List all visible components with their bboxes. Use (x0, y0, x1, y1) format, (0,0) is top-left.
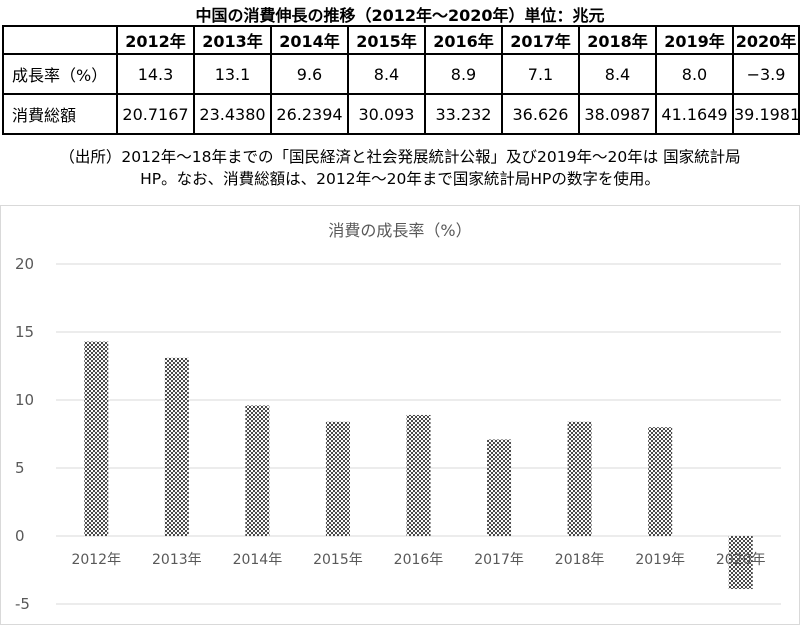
table-cell: −3.9 (732, 53, 800, 95)
table-cell: 36.626 (501, 93, 580, 135)
bar (84, 341, 109, 536)
bar (648, 427, 673, 536)
x-tick-label: 2019年 (635, 552, 685, 568)
y-tick-label: 10 (15, 391, 34, 409)
table-cell: 33.232 (424, 93, 503, 135)
chart-title: 消費の成長率（%） (328, 221, 471, 240)
table-corner-cell (2, 25, 118, 55)
source-note-line: HP。なお、消費総額は、2012年～20年まで国家統計局HPの数字を使用。 (140, 170, 660, 188)
table-cell: 8.4 (347, 53, 426, 95)
source-note-line: （出所）2012年～18年までの「国民経済と社会発展統計公報」及び2019年～2… (59, 148, 741, 166)
bar (487, 439, 512, 536)
x-tick-label: 2015年 (313, 552, 363, 568)
bar (406, 414, 431, 536)
table-cell: 38.0987 (578, 93, 657, 135)
table-header-cell: 2013年 (193, 25, 272, 55)
x-tick-label: 2012年 (71, 552, 121, 568)
page-title: 中国の消費伸長の推移（2012年～2020年）単位：兆元 (195, 6, 605, 25)
source-note: （出所）2012年～18年までの「国民経済と社会発展統計公報」及び2019年～2… (0, 146, 800, 190)
table-cell: 9.6 (270, 53, 349, 95)
y-tick-label: -5 (15, 595, 30, 613)
axis-labels: -5 0 5 10 15 20 2012年 2013年 2014年 2015年 2016年 2017年… (15, 255, 766, 613)
table-cell: 26.2394 (270, 93, 349, 135)
y-tick-label: 20 (15, 255, 34, 273)
table-header-cell: 2020年 (732, 25, 800, 55)
row-label: 消費総額 (2, 93, 118, 135)
table-cell: 30.093 (347, 93, 426, 135)
table-header-cell: 2015年 (347, 25, 426, 55)
consumption-table: 2012年 2013年 2014年 2015年 2016年 2017年 2018… (2, 25, 800, 135)
bar (728, 536, 753, 590)
bars (84, 341, 753, 590)
row-label: 成長率（%） (2, 53, 118, 95)
table-row-total-consumption: 消費総額 20.7167 23.4380 26.2394 30.093 33.2… (2, 93, 800, 135)
x-tick-label: 2020年 (716, 552, 766, 568)
bar (164, 357, 189, 536)
table-header-cell: 2012年 (116, 25, 195, 55)
bar (325, 421, 350, 536)
table-cell: 8.4 (578, 53, 657, 95)
table-header-cell: 2017年 (501, 25, 580, 55)
bar (245, 405, 270, 536)
x-tick-label: 2017年 (474, 552, 524, 568)
table-row-growth-rate: 成長率（%） 14.3 13.1 9.6 8.4 8.9 7.1 8.4 8.0… (2, 53, 800, 95)
table-header-cell: 2016年 (424, 25, 503, 55)
y-tick-label: 15 (15, 323, 34, 341)
table-cell: 39.1981 (732, 93, 800, 135)
y-tick-label: 5 (15, 459, 25, 477)
table-header-cell: 2018年 (578, 25, 657, 55)
table-cell: 8.9 (424, 53, 503, 95)
table-cell: 41.1649 (655, 93, 734, 135)
x-tick-label: 2014年 (233, 552, 283, 568)
table-cell: 23.4380 (193, 93, 272, 135)
table-cell: 7.1 (501, 53, 580, 95)
chart-area: 消費の成長率（%） -5 0 5 10 15 20 2012年 2013年 2014年 2015年… (0, 205, 800, 625)
table-cell: 14.3 (116, 53, 195, 95)
table-cell: 20.7167 (116, 93, 195, 135)
table-header-cell: 2014年 (270, 25, 349, 55)
x-tick-label: 2016年 (394, 552, 444, 568)
bar (567, 421, 592, 536)
table-cell: 13.1 (193, 53, 272, 95)
table-header-row: 2012年 2013年 2014年 2015年 2016年 2017年 2018… (2, 25, 800, 55)
growth-rate-bar-chart: 消費の成長率（%） -5 0 5 10 15 20 2012年 2013年 2014年 2015年… (15, 221, 781, 613)
x-tick-label: 2013年 (152, 552, 202, 568)
table-cell: 8.0 (655, 53, 734, 95)
table-header-cell: 2019年 (655, 25, 734, 55)
y-tick-label: 0 (15, 527, 25, 545)
x-tick-label: 2018年 (555, 552, 605, 568)
